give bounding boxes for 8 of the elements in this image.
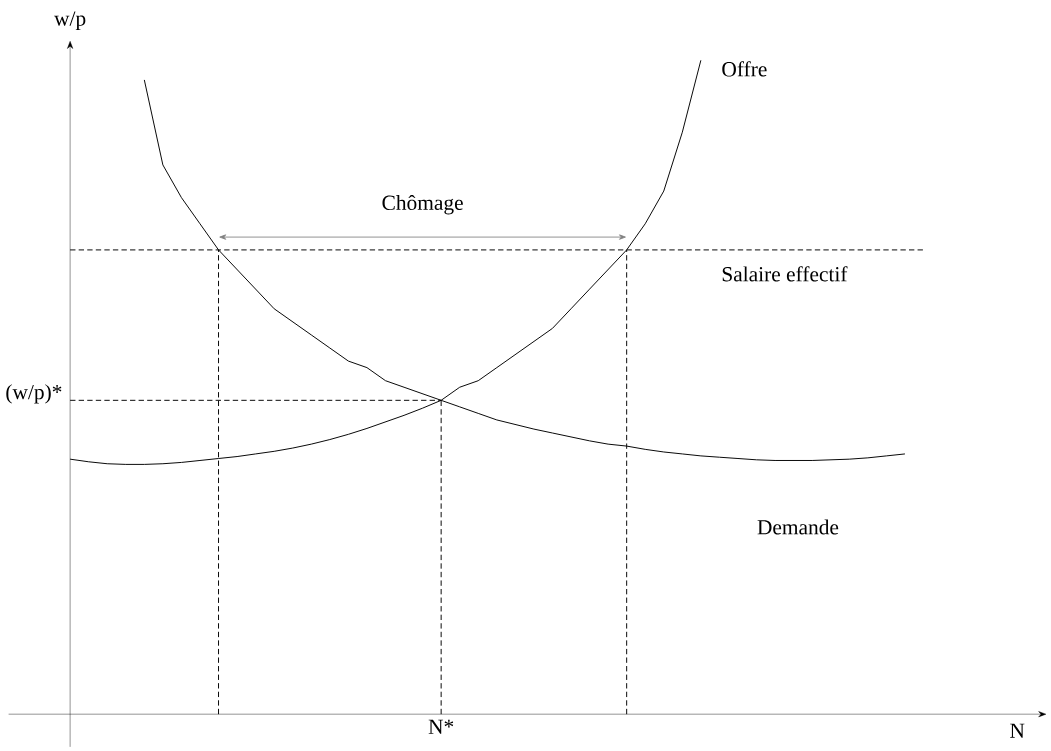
- y-axis-title: w/p: [54, 11, 86, 30]
- series-label: Offre: [722, 61, 767, 77]
- annotation: Chômage: [382, 194, 463, 215]
- text: Demande: [757, 519, 839, 535]
- text: N*: [428, 719, 454, 734]
- series-label: Salaire effectif: [722, 266, 848, 282]
- x-axis-title: N: [1010, 723, 1025, 738]
- series-label: (w/p)*: [6, 384, 62, 404]
